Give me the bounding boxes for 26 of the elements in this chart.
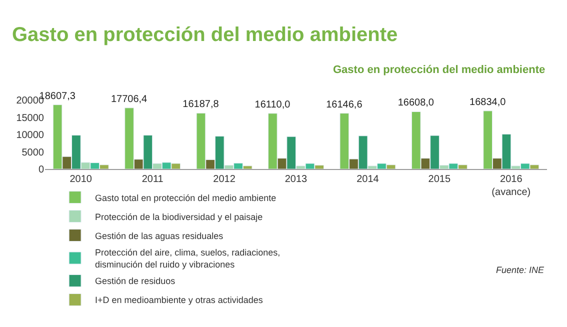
data-label: 16110,0 [254, 99, 291, 110]
y-tick-label: 15000 [16, 112, 44, 124]
x-tick-label: 2016 (avance) [492, 174, 531, 198]
chart-subtitle: Gasto en protección del medio ambiente [12, 24, 398, 46]
legend-label: Gestión de residuos [95, 276, 176, 286]
x-tick-label: 2014 [356, 174, 380, 185]
y-tick-label: 0 [38, 164, 44, 176]
legend-label: I+D en medioambiente y otras actividades [95, 295, 264, 306]
data-label: 16146,6 [326, 99, 363, 110]
x-tick-label: 2013 [284, 174, 308, 185]
x-tick-label: 2015 [428, 174, 451, 185]
x-tick-label: 2011 [142, 174, 164, 185]
chart-title: Gasto en protección del medio ambiente [333, 64, 546, 76]
y-tick-label: 5000 [22, 147, 44, 158]
x-tick-label: 2010 [70, 174, 92, 185]
data-label: 17706,4 [110, 94, 148, 105]
legend-label: Protección de la biodiversidad y el paisaje [95, 212, 263, 222]
data-label: 16834,0 [470, 96, 506, 108]
data-label: 16187,8 [182, 99, 220, 110]
legend-label: Protección del aire, clima, suelos, radiaciones, disminución del ruido y vibraciones [95, 248, 280, 270]
legend-label: Gasto total en protección del medio ambiente [95, 192, 276, 203]
data-label: 16608,0 [398, 98, 434, 109]
legend-label: Gestión de las aguas residuales [95, 230, 224, 241]
source-note: Fuente: INE [496, 265, 546, 275]
y-tick-label: 10000 [16, 130, 44, 141]
x-tick-label: 2012 [213, 174, 236, 185]
